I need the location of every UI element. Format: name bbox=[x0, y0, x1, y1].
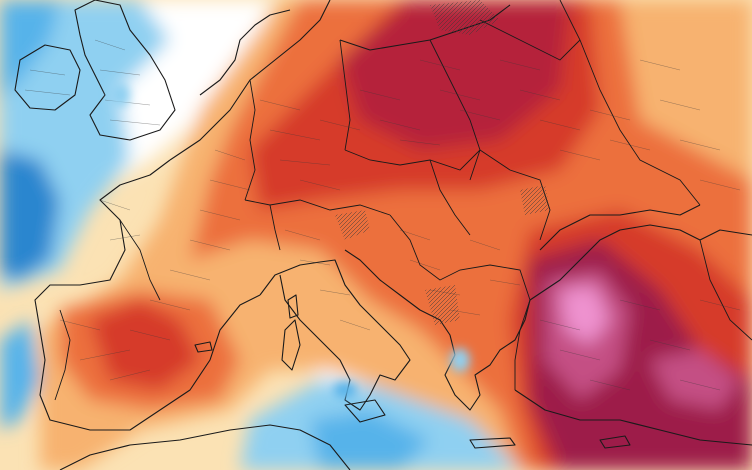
cold-spots bbox=[110, 83, 470, 398]
subregion-lines-central bbox=[259, 59, 501, 191]
subregion-lines-turkey bbox=[539, 299, 741, 391]
country-borders bbox=[14, 0, 752, 470]
border-iberia bbox=[119, 219, 161, 301]
coastline-black-sea bbox=[529, 224, 752, 301]
subregion-lines-east bbox=[499, 59, 741, 191]
coastline-adriatic-east bbox=[344, 249, 456, 356]
coastline-cyprus bbox=[599, 435, 631, 449]
subregion-lines-west bbox=[59, 149, 251, 381]
coastline-corsica bbox=[287, 294, 299, 319]
dense-region-slovenia bbox=[335, 210, 370, 240]
cold-spot-sicily bbox=[333, 382, 357, 398]
cold-biscay bbox=[0, 320, 40, 430]
coastline-crete bbox=[469, 437, 516, 449]
dense-border-regions bbox=[335, 0, 550, 325]
border-hungary-romania bbox=[429, 159, 471, 236]
border-italy-north bbox=[269, 204, 281, 251]
coastline-black-sea-north bbox=[539, 204, 701, 251]
coastline-great-britain bbox=[74, 0, 176, 141]
coastline-balearics bbox=[194, 341, 213, 353]
cold-spot-england bbox=[110, 83, 130, 107]
coastline-italy bbox=[279, 259, 411, 411]
coastline-france-south bbox=[259, 261, 321, 296]
coastline-sicily bbox=[344, 399, 386, 423]
border-france-germany bbox=[244, 79, 256, 201]
coastline-ireland bbox=[14, 44, 81, 111]
hot-zone-caucasus bbox=[650, 350, 740, 410]
cold-atlantic-north bbox=[0, 0, 60, 100]
interior-borders bbox=[54, 0, 752, 401]
border-romania-east bbox=[479, 149, 551, 241]
cold-spot-greece bbox=[450, 348, 470, 372]
border-caucasus bbox=[699, 239, 752, 341]
border-balkans bbox=[389, 214, 531, 301]
coastline-north-sea bbox=[199, 9, 291, 96]
dense-region-slovakia bbox=[520, 185, 550, 215]
cold-med-core bbox=[310, 410, 430, 470]
border-turkey bbox=[514, 299, 531, 390]
hot-zone-turkey-core bbox=[560, 285, 610, 345]
cold-atlantic-core bbox=[0, 150, 60, 280]
warm-zone-strong-iberia bbox=[90, 300, 200, 390]
border-portugal bbox=[54, 309, 71, 401]
hot-zone-poland bbox=[340, 0, 570, 150]
coastline-north-africa bbox=[59, 424, 351, 470]
border-poland-ukraine bbox=[429, 39, 481, 181]
dense-region-baltic bbox=[430, 0, 500, 35]
coastline-sardinia bbox=[281, 319, 301, 371]
dense-region-bosnia bbox=[425, 285, 460, 325]
coastline-continent-west bbox=[169, 0, 331, 161]
coastline-greece bbox=[444, 299, 531, 411]
border-austria-hungary bbox=[344, 149, 481, 171]
subregion-lines-italy bbox=[284, 229, 371, 331]
border-alps bbox=[244, 199, 391, 216]
coastline-turkey-south bbox=[514, 389, 752, 446]
border-germany-poland bbox=[339, 39, 351, 151]
coastline-bay-of-biscay bbox=[34, 159, 261, 431]
border-belarus bbox=[479, 19, 581, 61]
